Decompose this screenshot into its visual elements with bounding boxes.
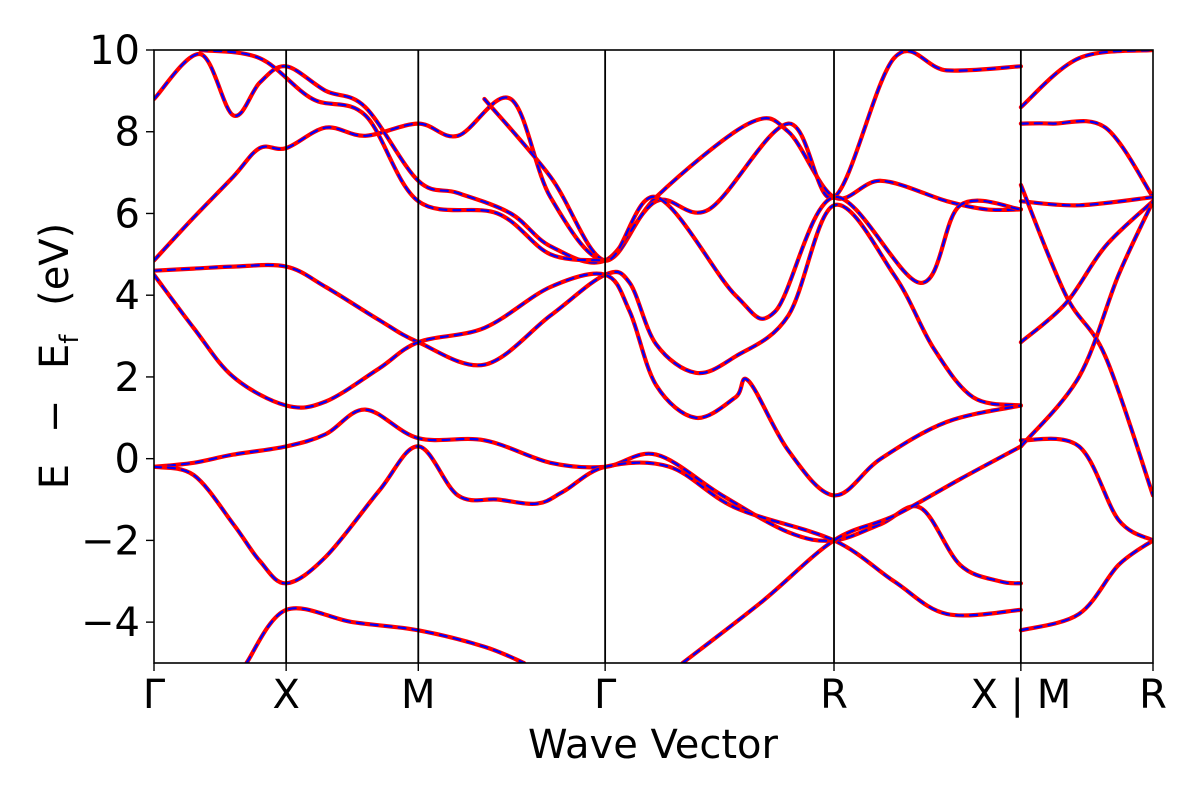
x-tick-label: X: [272, 672, 299, 718]
band-red-3: [154, 407, 1023, 586]
band-red-6: [680, 444, 1023, 663]
band-blue-8: [483, 97, 1022, 320]
high-symmetry-lines: [285, 50, 1022, 663]
band-blue-4: [154, 445, 1022, 617]
band-blue-12: [1019, 183, 1153, 497]
band-blue-17: [1019, 50, 1153, 109]
band-red-7: [154, 50, 1023, 265]
y-tick-label: 6: [115, 191, 140, 237]
y-tick-label: 8: [115, 110, 140, 156]
x-tick-label: R: [820, 672, 848, 718]
band-red-0: [154, 95, 1023, 263]
x-tick-label: M: [401, 672, 436, 718]
band-blue-16: [1019, 200, 1153, 448]
x-tick-label: R: [1139, 672, 1167, 718]
band-blue-3: [154, 408, 1022, 585]
band-red-10: [1018, 119, 1153, 200]
band-blue-15: [1019, 539, 1153, 632]
plot-frame: [153, 49, 1154, 664]
band-blue-10: [1019, 120, 1153, 199]
band-blue-1: [154, 203, 1022, 407]
band-red-8: [482, 96, 1023, 321]
band-red-4: [154, 444, 1023, 618]
band-blue-9: [199, 50, 607, 262]
band-red-1: [154, 202, 1023, 408]
y-tick-label: −4: [81, 600, 140, 646]
band-blue-2: [154, 272, 1022, 497]
band-blue-14: [1019, 437, 1153, 542]
band-red-12: [1018, 182, 1153, 498]
band-blue-11: [1019, 196, 1153, 207]
band-blue-7: [154, 50, 1022, 264]
y-tick-label: 0: [115, 437, 140, 483]
band-blue-5: [245, 607, 526, 663]
band-red-2: [154, 271, 1023, 498]
band-red-5: [244, 606, 527, 663]
y-tick-label: 10: [89, 28, 140, 74]
y-axis-label: E − Ef (eV): [32, 223, 88, 490]
band-blue-13: [1019, 200, 1153, 344]
y-tick-label: 2: [115, 355, 140, 401]
y-tick-label: 4: [115, 273, 140, 319]
x-tick-label: Γ: [143, 672, 166, 718]
x-tick-label: X | M: [970, 672, 1071, 718]
x-axis-ticks: Γ X M Γ R X | M R: [143, 663, 1167, 718]
band-lines: [154, 50, 1153, 663]
y-axis-ticks: −4 −2 0 2 4 6 8 10: [81, 28, 154, 646]
x-tick-label: Γ: [594, 672, 617, 718]
x-axis-label: Wave Vector: [528, 722, 779, 768]
band-blue-0: [154, 96, 1022, 262]
y-tick-label: −2: [81, 518, 140, 564]
band-red-17: [1018, 50, 1153, 110]
band-blue-6: [681, 445, 1022, 663]
